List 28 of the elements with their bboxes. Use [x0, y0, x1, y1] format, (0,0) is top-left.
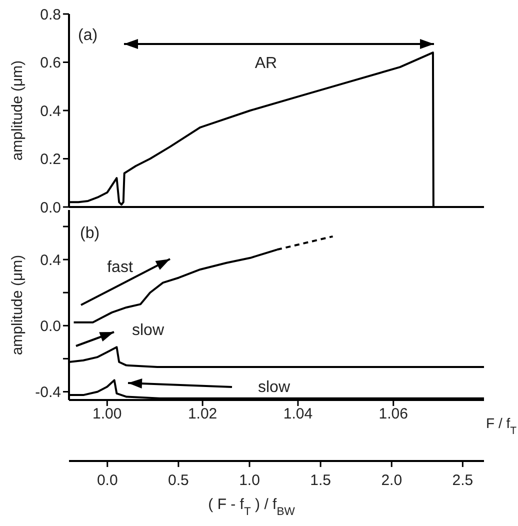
x2-tick-label: 0.0	[96, 472, 118, 489]
x2-tick-label: 2.0	[381, 472, 402, 489]
x2-tick-label: 0.5	[168, 472, 189, 489]
y-tick-label: 0.6	[40, 54, 61, 72]
y-tick-label: -0.4	[35, 384, 61, 402]
annotation: slow	[258, 379, 290, 396]
y-tick-label: 0.2	[40, 151, 61, 168]
annotation: fast	[107, 259, 134, 276]
x2-tick-label: 1.5	[310, 472, 331, 489]
y-tick-label: 0.0	[40, 318, 61, 335]
y-tick-label: 0.8	[40, 6, 61, 24]
annotation: (a)	[78, 27, 98, 44]
x2-axis-title: ( F - f$_{T}$ ) / f$_{BW}$	[208, 496, 296, 518]
y-axis-title: amplitude (μm)	[9, 254, 26, 356]
y-tick-label: 0.0	[40, 199, 61, 216]
y-axis-title: amplitude (μm)	[9, 60, 26, 161]
x2-tick-label: 2.5	[452, 472, 474, 489]
y-tick-label: 0.4	[40, 252, 61, 269]
annotation: (b)	[80, 225, 100, 242]
x-tick-label: 1.04	[283, 406, 313, 423]
y-tick-label: 0.4	[40, 102, 61, 120]
x-axis-title: F / f$_{T}$	[486, 415, 518, 437]
annotation: AR	[254, 55, 278, 72]
x-tick-label: 1.00	[92, 406, 122, 423]
annotation: slow	[132, 322, 164, 339]
x-tick-label: 1.06	[378, 406, 408, 423]
x2-tick-label: 1.0	[239, 472, 260, 489]
x-tick-label: 1.02	[188, 406, 218, 423]
